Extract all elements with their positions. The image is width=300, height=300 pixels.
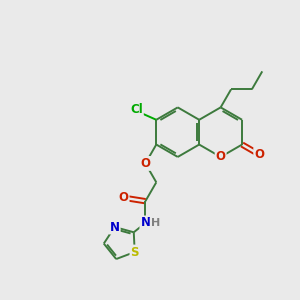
Text: S: S [130, 245, 139, 259]
Text: N: N [140, 217, 150, 230]
Text: O: O [254, 148, 264, 161]
Text: N: N [110, 220, 120, 233]
Text: H: H [151, 218, 160, 228]
Text: O: O [216, 150, 226, 164]
Text: O: O [140, 157, 150, 170]
Text: O: O [118, 191, 129, 204]
Text: Cl: Cl [130, 103, 143, 116]
